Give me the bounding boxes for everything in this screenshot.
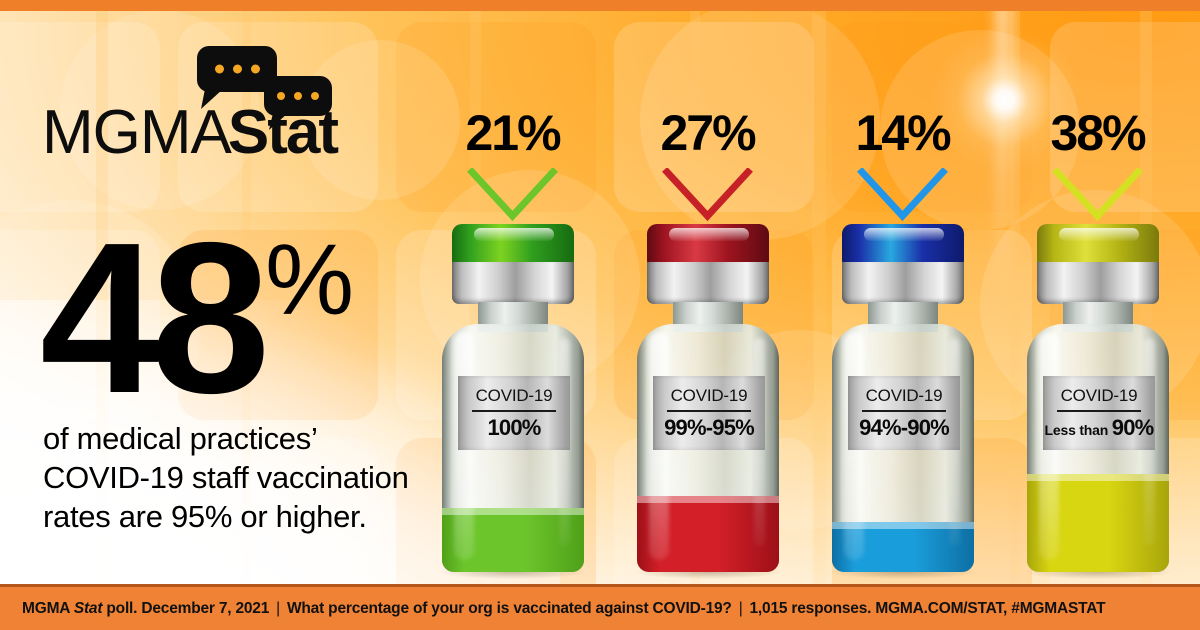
chevron-down-icon-3 (810, 167, 995, 223)
footer-source-tail: poll. December 7, 2021 (102, 599, 270, 617)
speech-bubble-icon-large (197, 46, 277, 109)
footer-bar: MGMA Stat poll. December 7, 2021 | What pe… (0, 584, 1200, 630)
vial-label-1: COVID-19 100% (458, 376, 570, 450)
vial-label-title-1: COVID-19 (475, 386, 553, 405)
vial-label-divider-3 (862, 410, 946, 412)
footer-source: MGMA (22, 599, 74, 617)
vial-percent-label-4: 38% (1050, 105, 1146, 161)
vial-group-3: 14% COVID-19 94%-90% (810, 0, 995, 582)
vial-label-title-4: COVID-19 (1060, 386, 1138, 405)
vial-label-range-1: 100% (487, 415, 541, 440)
vial-percent-label-1: 21% (465, 105, 561, 161)
vial-2: COVID-19 99%-95% (633, 224, 783, 579)
footer-separator-2: | (738, 599, 743, 617)
vial-label-value-3: 94%-90% (859, 415, 950, 440)
footer-separator-1: | (276, 599, 280, 617)
vial-label-title-3: COVID-19 (865, 386, 943, 405)
footer-responses: 1,015 responses. MGMA.COM/STAT, #MGMASTA… (749, 599, 1106, 617)
headline-subtext: of medical practices’ COVID-19 staff vac… (43, 421, 409, 534)
vial-label-range-2: 99%-95% (664, 415, 755, 440)
vial-3: COVID-19 94%-90% (828, 224, 978, 579)
vial-cap-gloss-3 (864, 228, 944, 241)
vial-label-range-3: 94%-90% (859, 415, 950, 440)
logo-stat-text: Stat (227, 98, 339, 167)
footer-source-text: MGMA Stat poll. December 7, 2021 | What pe… (0, 599, 1106, 618)
vial-label-value-2: 99%-95% (664, 415, 755, 440)
headline-percent-symbol: % (265, 224, 354, 336)
vial-label-value-4: Less than 90% (1044, 415, 1155, 440)
vial-label-divider-2 (667, 410, 751, 412)
bubble-tail-large (201, 89, 223, 109)
vial-4: COVID-19 Less than 90% (1023, 224, 1173, 579)
headline-stat: 48 % (40, 197, 440, 438)
top-accent-rule (0, 0, 1200, 11)
vial-label-range-4: 90% (1111, 415, 1154, 440)
vial-label-2: COVID-19 99%-95% (653, 376, 765, 450)
vial-liquid-surface-2 (637, 496, 779, 503)
headline-number: 48 (40, 197, 270, 438)
vial-collar-1 (452, 262, 574, 304)
vial-collar-2 (647, 262, 769, 304)
vial-group-1: 21% COVID-19 100% (420, 0, 605, 582)
vial-label-4: COVID-19 Less than 90% (1043, 376, 1155, 450)
logo-mgma-text: MGMA (42, 98, 232, 167)
vial-collar-4 (1037, 262, 1159, 304)
vial-label-value-1: 100% (487, 415, 541, 440)
chevron-down-icon-4 (1005, 167, 1190, 223)
vial-percent-label-2: 27% (660, 105, 756, 161)
vial-label-3: COVID-19 94%-90% (848, 376, 960, 450)
logo-wordmark: MGMAStat (42, 102, 339, 164)
vial-cap-2 (647, 224, 769, 264)
speech-bubble-icon-small (264, 76, 332, 130)
vial-label-divider-1 (472, 410, 556, 412)
vial-liquid-surface-4 (1027, 474, 1169, 481)
vial-1: COVID-19 100% (438, 224, 588, 579)
vial-liquid-surface-1 (442, 508, 584, 515)
chevron-down-icon-1 (420, 167, 605, 223)
mgma-stat-logo: MGMAStat (42, 46, 342, 166)
vial-cap-3 (842, 224, 964, 264)
vial-cap-gloss-1 (474, 228, 554, 241)
vial-group-2: 27% COVID-19 99%-95% (615, 0, 800, 582)
chevron-down-icon-2 (615, 167, 800, 223)
vial-cap-gloss-4 (1059, 228, 1139, 241)
vial-cap-4 (1037, 224, 1159, 264)
vial-label-prefix-4: Less than (1044, 422, 1112, 438)
bubble-dots-small (264, 92, 332, 100)
vial-liquid-surface-3 (832, 522, 974, 529)
footer-question: What percentage of your org is vaccinate… (286, 599, 732, 617)
vial-cap-1 (452, 224, 574, 264)
vial-group-4: 38% COVID-19 Less than 90% (1005, 0, 1190, 582)
footer-source-italic: Stat (73, 599, 103, 617)
bubble-dots-large (197, 64, 277, 74)
vial-label-title-2: COVID-19 (670, 386, 748, 405)
vial-label-divider-4 (1057, 410, 1141, 412)
vial-collar-3 (842, 262, 964, 304)
vial-bar-chart: 21% COVID-19 100% 27% COVID-19 99%-95% 14% COVI… (420, 0, 1200, 582)
vial-cap-gloss-2 (669, 228, 749, 241)
bubble-tail-small (269, 113, 288, 130)
vial-percent-label-3: 14% (855, 105, 951, 161)
